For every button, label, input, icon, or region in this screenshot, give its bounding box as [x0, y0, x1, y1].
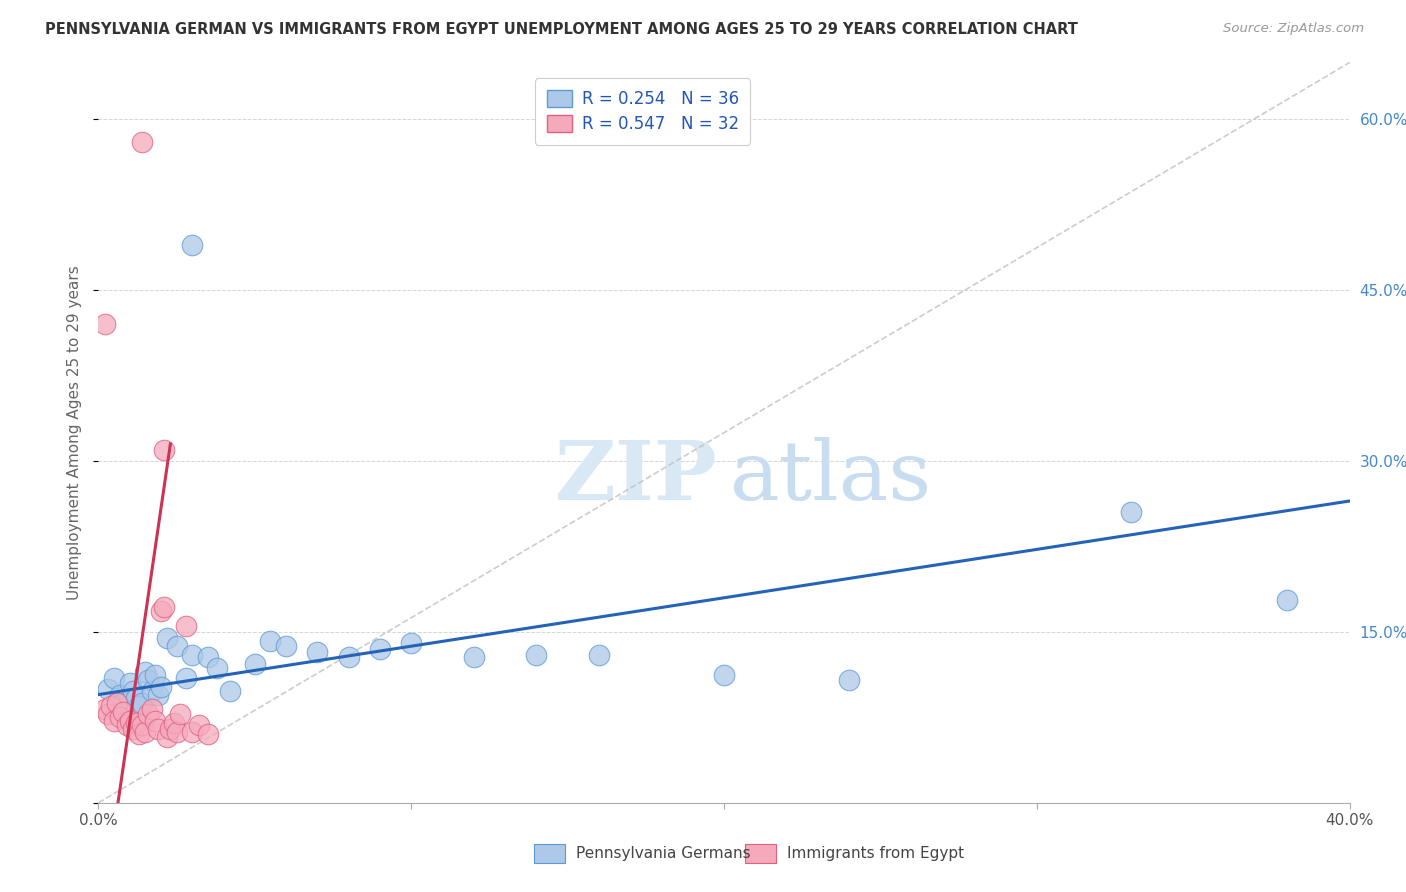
- Point: [181, 648, 204, 662]
- Point: [103, 671, 125, 685]
- Point: [838, 673, 860, 687]
- Point: [125, 716, 148, 731]
- Point: [112, 696, 135, 710]
- Point: [207, 661, 229, 675]
- Point: [134, 665, 156, 679]
- Point: [162, 716, 184, 731]
- Point: [159, 722, 181, 736]
- Point: [156, 631, 179, 645]
- Point: [401, 636, 423, 650]
- Text: Pennsylvania Germans: Pennsylvania Germans: [576, 847, 751, 861]
- Point: [131, 718, 153, 732]
- Point: [1277, 593, 1299, 607]
- Point: [153, 442, 176, 457]
- Point: [153, 599, 176, 614]
- Point: [150, 604, 173, 618]
- Point: [93, 702, 115, 716]
- Point: [131, 135, 153, 149]
- Point: [143, 668, 166, 682]
- Point: [218, 684, 240, 698]
- Point: [118, 714, 141, 728]
- Point: [156, 730, 179, 744]
- Point: [97, 706, 120, 721]
- Point: [274, 639, 298, 653]
- Point: [463, 650, 485, 665]
- Point: [131, 696, 153, 710]
- Point: [1119, 505, 1142, 519]
- Point: [118, 676, 141, 690]
- Point: [243, 657, 266, 671]
- Point: [141, 702, 163, 716]
- Text: PENNSYLVANIA GERMAN VS IMMIGRANTS FROM EGYPT UNEMPLOYMENT AMONG AGES 25 TO 29 YE: PENNSYLVANIA GERMAN VS IMMIGRANTS FROM E…: [45, 22, 1078, 37]
- Legend: R = 0.254   N = 36, R = 0.547   N = 32: R = 0.254 N = 36, R = 0.547 N = 32: [536, 78, 751, 145]
- Point: [100, 698, 122, 713]
- Point: [307, 645, 329, 659]
- Point: [259, 634, 281, 648]
- Point: [197, 727, 219, 741]
- Point: [121, 684, 143, 698]
- Point: [110, 688, 132, 702]
- Point: [169, 706, 191, 721]
- Text: atlas: atlas: [730, 437, 932, 517]
- Point: [150, 680, 173, 694]
- Y-axis label: Unemployment Among Ages 25 to 29 years: Unemployment Among Ages 25 to 29 years: [67, 265, 83, 600]
- Point: [134, 725, 156, 739]
- Point: [128, 727, 150, 741]
- Point: [146, 688, 169, 702]
- Point: [93, 318, 115, 332]
- Point: [197, 650, 219, 665]
- Point: [526, 648, 548, 662]
- Point: [174, 671, 197, 685]
- Point: [368, 642, 391, 657]
- Text: Source: ZipAtlas.com: Source: ZipAtlas.com: [1223, 22, 1364, 36]
- Point: [146, 722, 169, 736]
- Text: Immigrants from Egypt: Immigrants from Egypt: [787, 847, 965, 861]
- Point: [166, 725, 188, 739]
- Point: [125, 691, 148, 706]
- Point: [713, 668, 735, 682]
- Point: [138, 706, 160, 721]
- Point: [97, 681, 120, 696]
- Point: [588, 648, 610, 662]
- Point: [128, 698, 150, 713]
- Point: [115, 718, 138, 732]
- Point: [181, 725, 204, 739]
- Point: [181, 237, 204, 252]
- Point: [141, 684, 163, 698]
- Point: [110, 710, 132, 724]
- Point: [105, 696, 128, 710]
- Point: [138, 673, 160, 687]
- Point: [143, 714, 166, 728]
- Point: [174, 619, 197, 633]
- Point: [166, 639, 188, 653]
- Text: ZIP: ZIP: [555, 437, 718, 517]
- Point: [121, 722, 143, 736]
- Point: [103, 714, 125, 728]
- Point: [187, 718, 209, 732]
- Point: [112, 705, 135, 719]
- Point: [337, 650, 360, 665]
